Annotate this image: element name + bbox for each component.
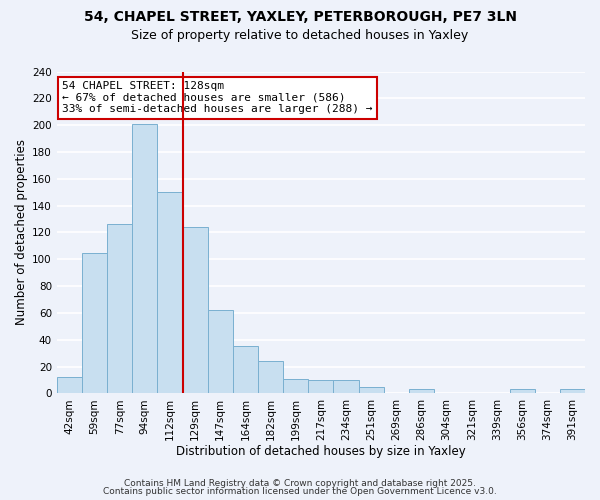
Bar [157, 192, 182, 394]
Text: Contains public sector information licensed under the Open Government Licence v3: Contains public sector information licen… [103, 487, 497, 496]
Bar [308, 380, 334, 394]
Bar [107, 224, 132, 394]
Bar [182, 227, 208, 394]
Bar [208, 310, 233, 394]
Text: 54 CHAPEL STREET: 128sqm
← 67% of detached houses are smaller (586)
33% of semi-: 54 CHAPEL STREET: 128sqm ← 67% of detach… [62, 81, 373, 114]
Text: 54, CHAPEL STREET, YAXLEY, PETERBOROUGH, PE7 3LN: 54, CHAPEL STREET, YAXLEY, PETERBOROUGH,… [83, 10, 517, 24]
Bar [560, 390, 585, 394]
Text: Contains HM Land Registry data © Crown copyright and database right 2025.: Contains HM Land Registry data © Crown c… [124, 479, 476, 488]
Bar [409, 390, 434, 394]
Bar [233, 346, 258, 394]
Bar [334, 380, 359, 394]
X-axis label: Distribution of detached houses by size in Yaxley: Distribution of detached houses by size … [176, 444, 466, 458]
Bar [359, 386, 384, 394]
Bar [258, 361, 283, 394]
Bar [132, 124, 157, 394]
Y-axis label: Number of detached properties: Number of detached properties [15, 140, 28, 326]
Bar [509, 390, 535, 394]
Bar [82, 252, 107, 394]
Text: Size of property relative to detached houses in Yaxley: Size of property relative to detached ho… [131, 29, 469, 42]
Bar [283, 378, 308, 394]
Bar [57, 378, 82, 394]
